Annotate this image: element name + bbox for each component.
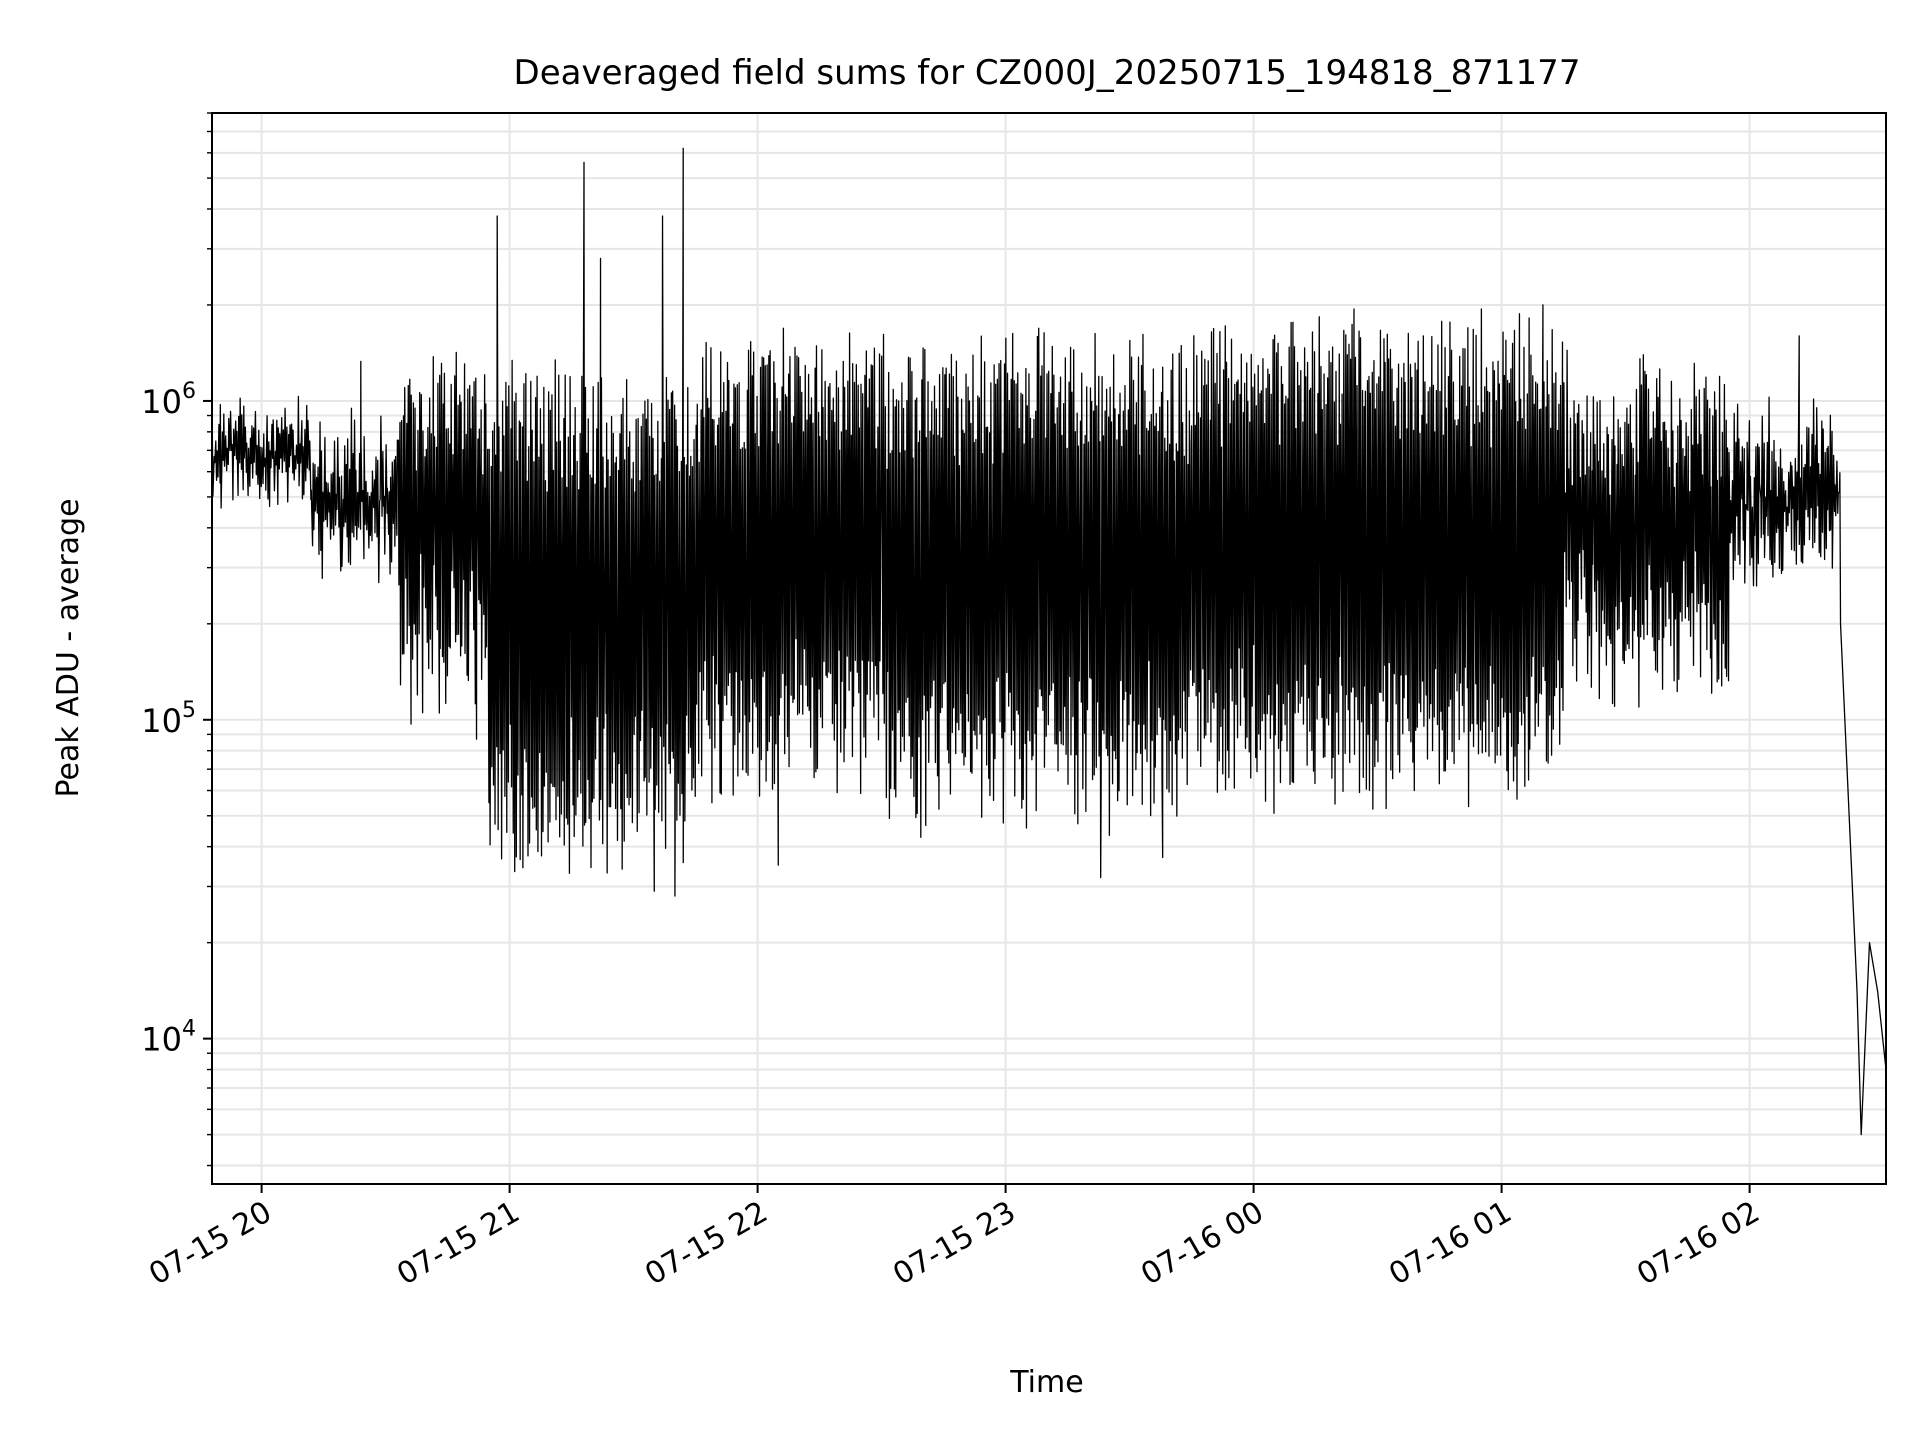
chart-title: Deaveraged field sums for CZ000J_2025071… [514,53,1581,93]
data-line [212,147,1886,1136]
plot-frame [211,112,1887,1185]
y-tick-label: 104 [141,1017,196,1059]
y-axis-label: Peak ADU - average [51,498,86,797]
x-axis-label: Time [1009,1365,1083,1400]
y-tick-label: 106 [141,379,196,421]
y-axis: 104 105 106 [141,112,212,1167]
y-tick-label: 105 [141,698,196,740]
